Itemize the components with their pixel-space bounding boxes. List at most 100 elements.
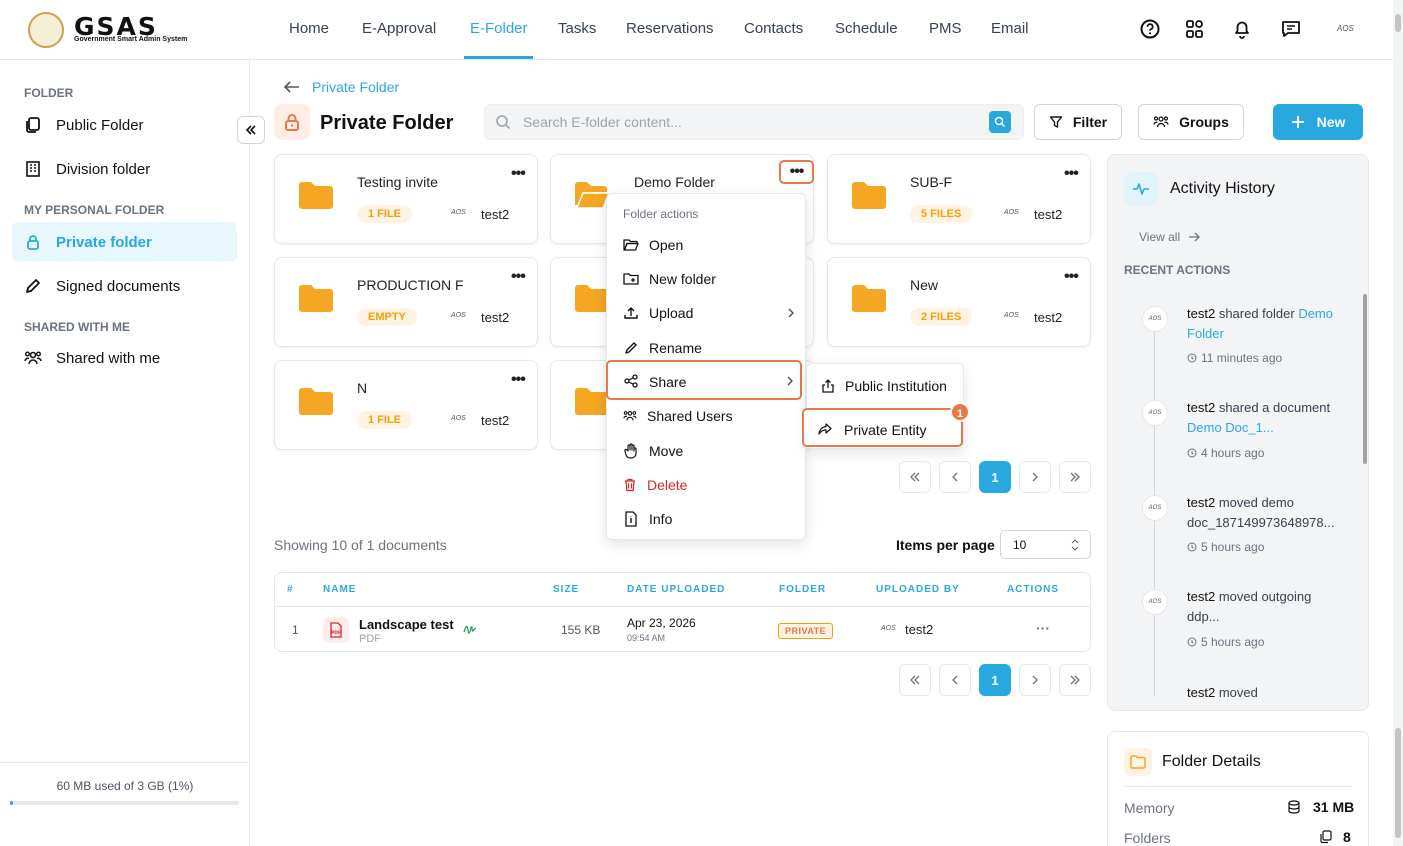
items-per-page-select[interactable]: 10	[1000, 530, 1091, 559]
menu-item-shared-users[interactable]: Shared Users	[623, 408, 733, 424]
government-seal-logo[interactable]	[28, 12, 64, 48]
clock-icon	[1187, 448, 1197, 458]
nav-pms[interactable]: PMS	[929, 20, 962, 37]
folder-options-button[interactable]: •••	[511, 371, 526, 388]
folder-card[interactable]: SUB-F 5 FILES AOS test2 •••	[827, 154, 1091, 244]
view-all-link[interactable]: View all	[1139, 230, 1201, 244]
active-nav-indicator	[464, 56, 533, 59]
menu-item-share[interactable]: Share	[606, 360, 802, 400]
folder-card[interactable]: Testing invite 1 FILE AOS test2 •••	[274, 154, 538, 244]
folder-card[interactable]: PRODUCTION F EMPTY AOS test2 •••	[274, 257, 538, 347]
column-header-date[interactable]: DATE UPLOADED	[627, 584, 726, 595]
search-submit-button[interactable]	[989, 111, 1011, 133]
new-button[interactable]: New	[1273, 104, 1363, 140]
breadcrumb[interactable]: Private Folder	[312, 79, 400, 95]
folder-card[interactable]: N 1 FILE AOS test2 •••	[274, 360, 538, 450]
column-header-name[interactable]: NAME	[323, 584, 357, 595]
app-logo-title[interactable]: GSAS	[74, 12, 158, 41]
apps-grid-icon[interactable]	[1184, 18, 1206, 40]
first-page-button[interactable]	[899, 664, 931, 696]
next-page-button[interactable]	[1019, 664, 1051, 696]
page-scrollbar[interactable]	[1393, 0, 1403, 846]
upload-icon	[623, 306, 639, 320]
nav-schedule[interactable]: Schedule	[835, 20, 898, 37]
sidebar-item-shared-with-me[interactable]: Shared with me	[12, 338, 237, 378]
menu-item-label: Share	[649, 374, 687, 390]
help-icon[interactable]	[1139, 18, 1161, 40]
menu-item-open[interactable]: Open	[623, 237, 683, 253]
activity-scrollbar[interactable]	[1363, 294, 1367, 464]
nav-tasks[interactable]: Tasks	[558, 20, 597, 37]
time-text: 11 minutes ago	[1201, 351, 1283, 365]
documents-table	[274, 572, 1091, 652]
row-actions-button[interactable]: ···	[1036, 620, 1050, 636]
nav-e-folder[interactable]: E-Folder	[470, 20, 528, 37]
private-folder-badge	[274, 104, 310, 140]
page-1-button[interactable]: 1	[979, 664, 1011, 696]
collapse-sidebar-button[interactable]	[237, 116, 265, 144]
activity-user: test2	[1187, 306, 1216, 321]
menu-item-move[interactable]: Move	[623, 443, 683, 459]
activity-link[interactable]: Demo Doc_1...	[1187, 420, 1274, 435]
nav-email[interactable]: Email	[991, 20, 1029, 37]
folder-options-button[interactable]: •••	[511, 268, 526, 285]
folder-card[interactable]: New 2 FILES AOS test2 •••	[827, 257, 1091, 347]
back-arrow-icon[interactable]	[283, 80, 301, 94]
activity-history-panel	[1107, 154, 1369, 711]
column-header-folder[interactable]: FOLDER	[779, 584, 827, 595]
activity-link[interactable]: Demo Folder	[1187, 306, 1333, 341]
user-avatar[interactable]: AOS	[1337, 24, 1354, 33]
menu-item-new-folder[interactable]: New folder	[623, 271, 716, 287]
folder-options-button[interactable]: •••	[1064, 165, 1079, 182]
menu-item-rename[interactable]: Rename	[623, 340, 702, 356]
menu-item-upload[interactable]: Upload	[623, 305, 693, 321]
search-icon	[495, 114, 511, 130]
search-input[interactable]	[523, 114, 963, 130]
submenu-item-private-entity[interactable]: Private Entity	[802, 408, 963, 447]
nav-contacts[interactable]: Contacts	[744, 20, 804, 37]
menu-item-label: Upload	[649, 305, 694, 321]
sidebar-item-label: Shared with me	[56, 349, 161, 367]
file-count-badge: 1 FILE	[357, 205, 413, 223]
building-icon	[24, 160, 42, 178]
prev-page-button[interactable]	[939, 461, 971, 493]
page-1-button[interactable]: 1	[979, 461, 1011, 493]
chat-message-icon[interactable]	[1280, 18, 1302, 40]
last-page-button[interactable]	[1059, 461, 1091, 493]
page-title: Private Folder	[320, 112, 454, 134]
activity-user: test2	[1187, 589, 1216, 604]
last-page-button[interactable]	[1059, 664, 1091, 696]
sidebar-item-public-folder[interactable]: Public Folder	[12, 105, 237, 145]
menu-item-delete[interactable]: Delete	[623, 477, 687, 493]
folder-name: SUB-F	[910, 174, 952, 190]
column-header-size[interactable]: SIZE	[553, 584, 580, 595]
folder-icon	[852, 284, 886, 312]
folder-options-button[interactable]: •••	[1064, 268, 1079, 285]
submenu-item-public-institution[interactable]: Public Institution	[821, 378, 947, 394]
page-scrollbar-thumb[interactable]	[1395, 14, 1401, 32]
sidebar-item-signed-documents[interactable]: Signed documents	[12, 266, 237, 306]
document-name-link[interactable]: Landscape test	[359, 617, 454, 632]
column-header-uploaded-by[interactable]: UPLOADED BY	[876, 584, 960, 595]
filter-button[interactable]: Filter	[1034, 104, 1122, 140]
next-page-button[interactable]	[1019, 461, 1051, 493]
menu-item-info[interactable]: Info	[623, 511, 672, 527]
pencil-icon	[24, 277, 42, 295]
folder-options-button[interactable]: •••	[511, 165, 526, 182]
folder-options-button-active[interactable]: •••	[779, 160, 814, 184]
sidebar-item-private-folder[interactable]: Private folder	[12, 222, 237, 262]
notification-bell-icon[interactable]	[1231, 18, 1253, 40]
activity-entry: test2 moved outgoing ddp...	[1187, 587, 1347, 627]
groups-button[interactable]: Groups	[1138, 104, 1244, 140]
folder-plus-icon	[623, 272, 639, 286]
sidebar-item-division-folder[interactable]: Division folder	[12, 149, 237, 189]
page-scrollbar-thumb-lower[interactable]	[1395, 728, 1401, 838]
nav-home[interactable]: Home	[289, 20, 330, 37]
sidebar-divider	[0, 762, 249, 763]
prev-page-button[interactable]	[939, 664, 971, 696]
first-page-button[interactable]	[899, 461, 931, 493]
search-bar	[484, 104, 1024, 140]
nav-reservations[interactable]: Reservations	[626, 20, 714, 37]
folder-name: PRODUCTION F	[357, 277, 464, 293]
nav-e-approval[interactable]: E-Approval	[362, 20, 437, 37]
